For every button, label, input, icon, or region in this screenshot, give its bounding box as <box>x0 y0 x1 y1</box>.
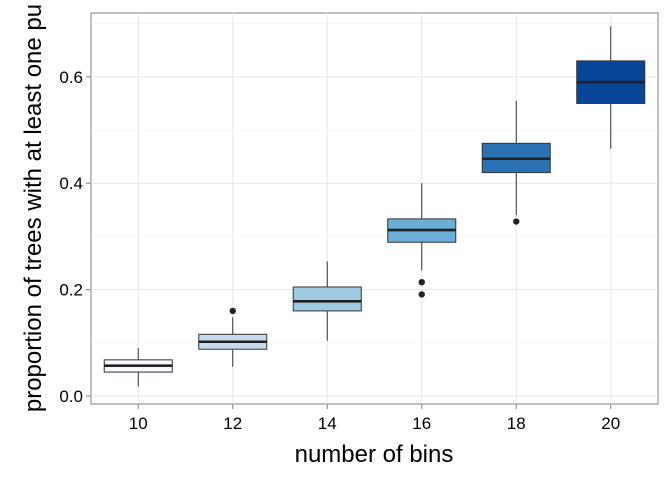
y-tick-label: 0.0 <box>59 387 83 406</box>
box-18 <box>481 100 551 225</box>
outlier-point <box>418 278 425 286</box>
x-tick-label: 14 <box>318 414 337 433</box>
y-tick-label: 0.2 <box>59 281 83 300</box>
box-12 <box>198 307 268 367</box>
outlier-point <box>513 218 520 225</box>
box-14 <box>292 261 362 341</box>
x-tick-label: 10 <box>129 414 148 433</box>
x-tick-label: 16 <box>412 414 431 433</box>
x-tick-label: 18 <box>507 414 526 433</box>
box-body <box>292 286 362 312</box>
y-axis: 0.0 0.2 0.4 0.6 <box>59 68 91 406</box>
outlier-point <box>418 291 425 298</box>
y-axis-title: proportion of trees with at least one pu <box>20 4 47 412</box>
outlier-point <box>229 307 236 315</box>
x-axis-title: number of bins <box>295 441 454 468</box>
x-axis: 10 12 14 16 18 20 <box>129 404 620 433</box>
x-tick-label: 20 <box>601 414 620 433</box>
y-tick-label: 0.6 <box>59 68 83 87</box>
box-series <box>103 26 646 387</box>
plot-panel <box>90 12 659 405</box>
x-tick-label: 12 <box>223 414 242 433</box>
box-16 <box>387 183 457 298</box>
box-10 <box>103 348 173 387</box>
y-tick-label: 0.4 <box>59 174 83 193</box>
box-20 <box>576 26 646 149</box>
